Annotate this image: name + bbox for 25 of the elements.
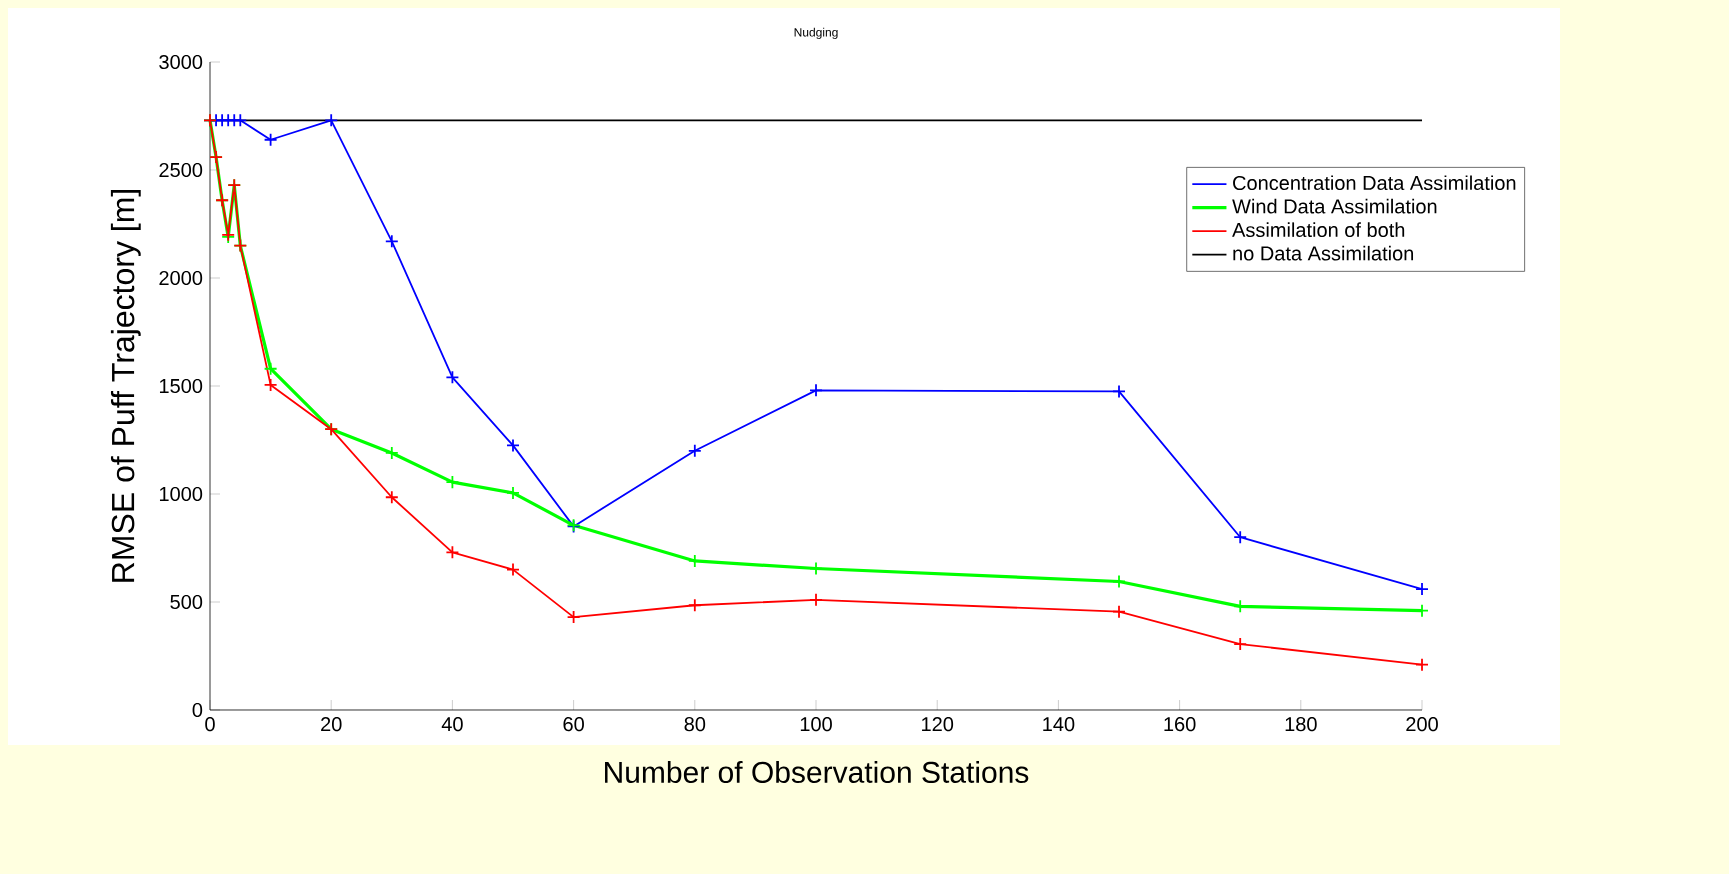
y-tick-label: 500 xyxy=(170,594,203,610)
legend-label: Concentration Data Assimilation xyxy=(1233,175,1516,191)
x-tick-label: 160 xyxy=(1164,717,1196,732)
chart-title: Nudging xyxy=(794,27,838,39)
x-tick-label: 180 xyxy=(1285,717,1317,732)
x-tick-label: 0 xyxy=(205,717,215,732)
x-tick-label: 100 xyxy=(800,717,832,732)
x-tick-label: 80 xyxy=(684,717,706,732)
y-tick-label: 3000 xyxy=(159,54,203,70)
legend-label: Wind Data Assimilation xyxy=(1232,198,1437,214)
y-tick-label: 0 xyxy=(192,702,203,718)
y-axis-title: RMSE of Puff Trajectory [m] xyxy=(110,190,141,582)
x-tick-label: 40 xyxy=(441,717,463,732)
y-tick-label: 2500 xyxy=(159,162,203,178)
x-tick-label: 60 xyxy=(563,717,584,732)
x-tick-label: 140 xyxy=(1043,717,1075,732)
legend-label: Assimilation of both xyxy=(1232,222,1405,238)
y-tick-label: 1000 xyxy=(159,486,203,502)
x-tick-label: 200 xyxy=(1406,717,1438,732)
x-axis-title: Number of Observation Stations xyxy=(605,760,1029,783)
x-tick-label: 20 xyxy=(321,717,342,732)
y-tick-label: 1500 xyxy=(159,378,203,394)
legend-label: no Data Assimilation xyxy=(1233,245,1414,261)
x-tick-label: 120 xyxy=(922,717,954,732)
y-tick-label: 2000 xyxy=(159,270,203,286)
